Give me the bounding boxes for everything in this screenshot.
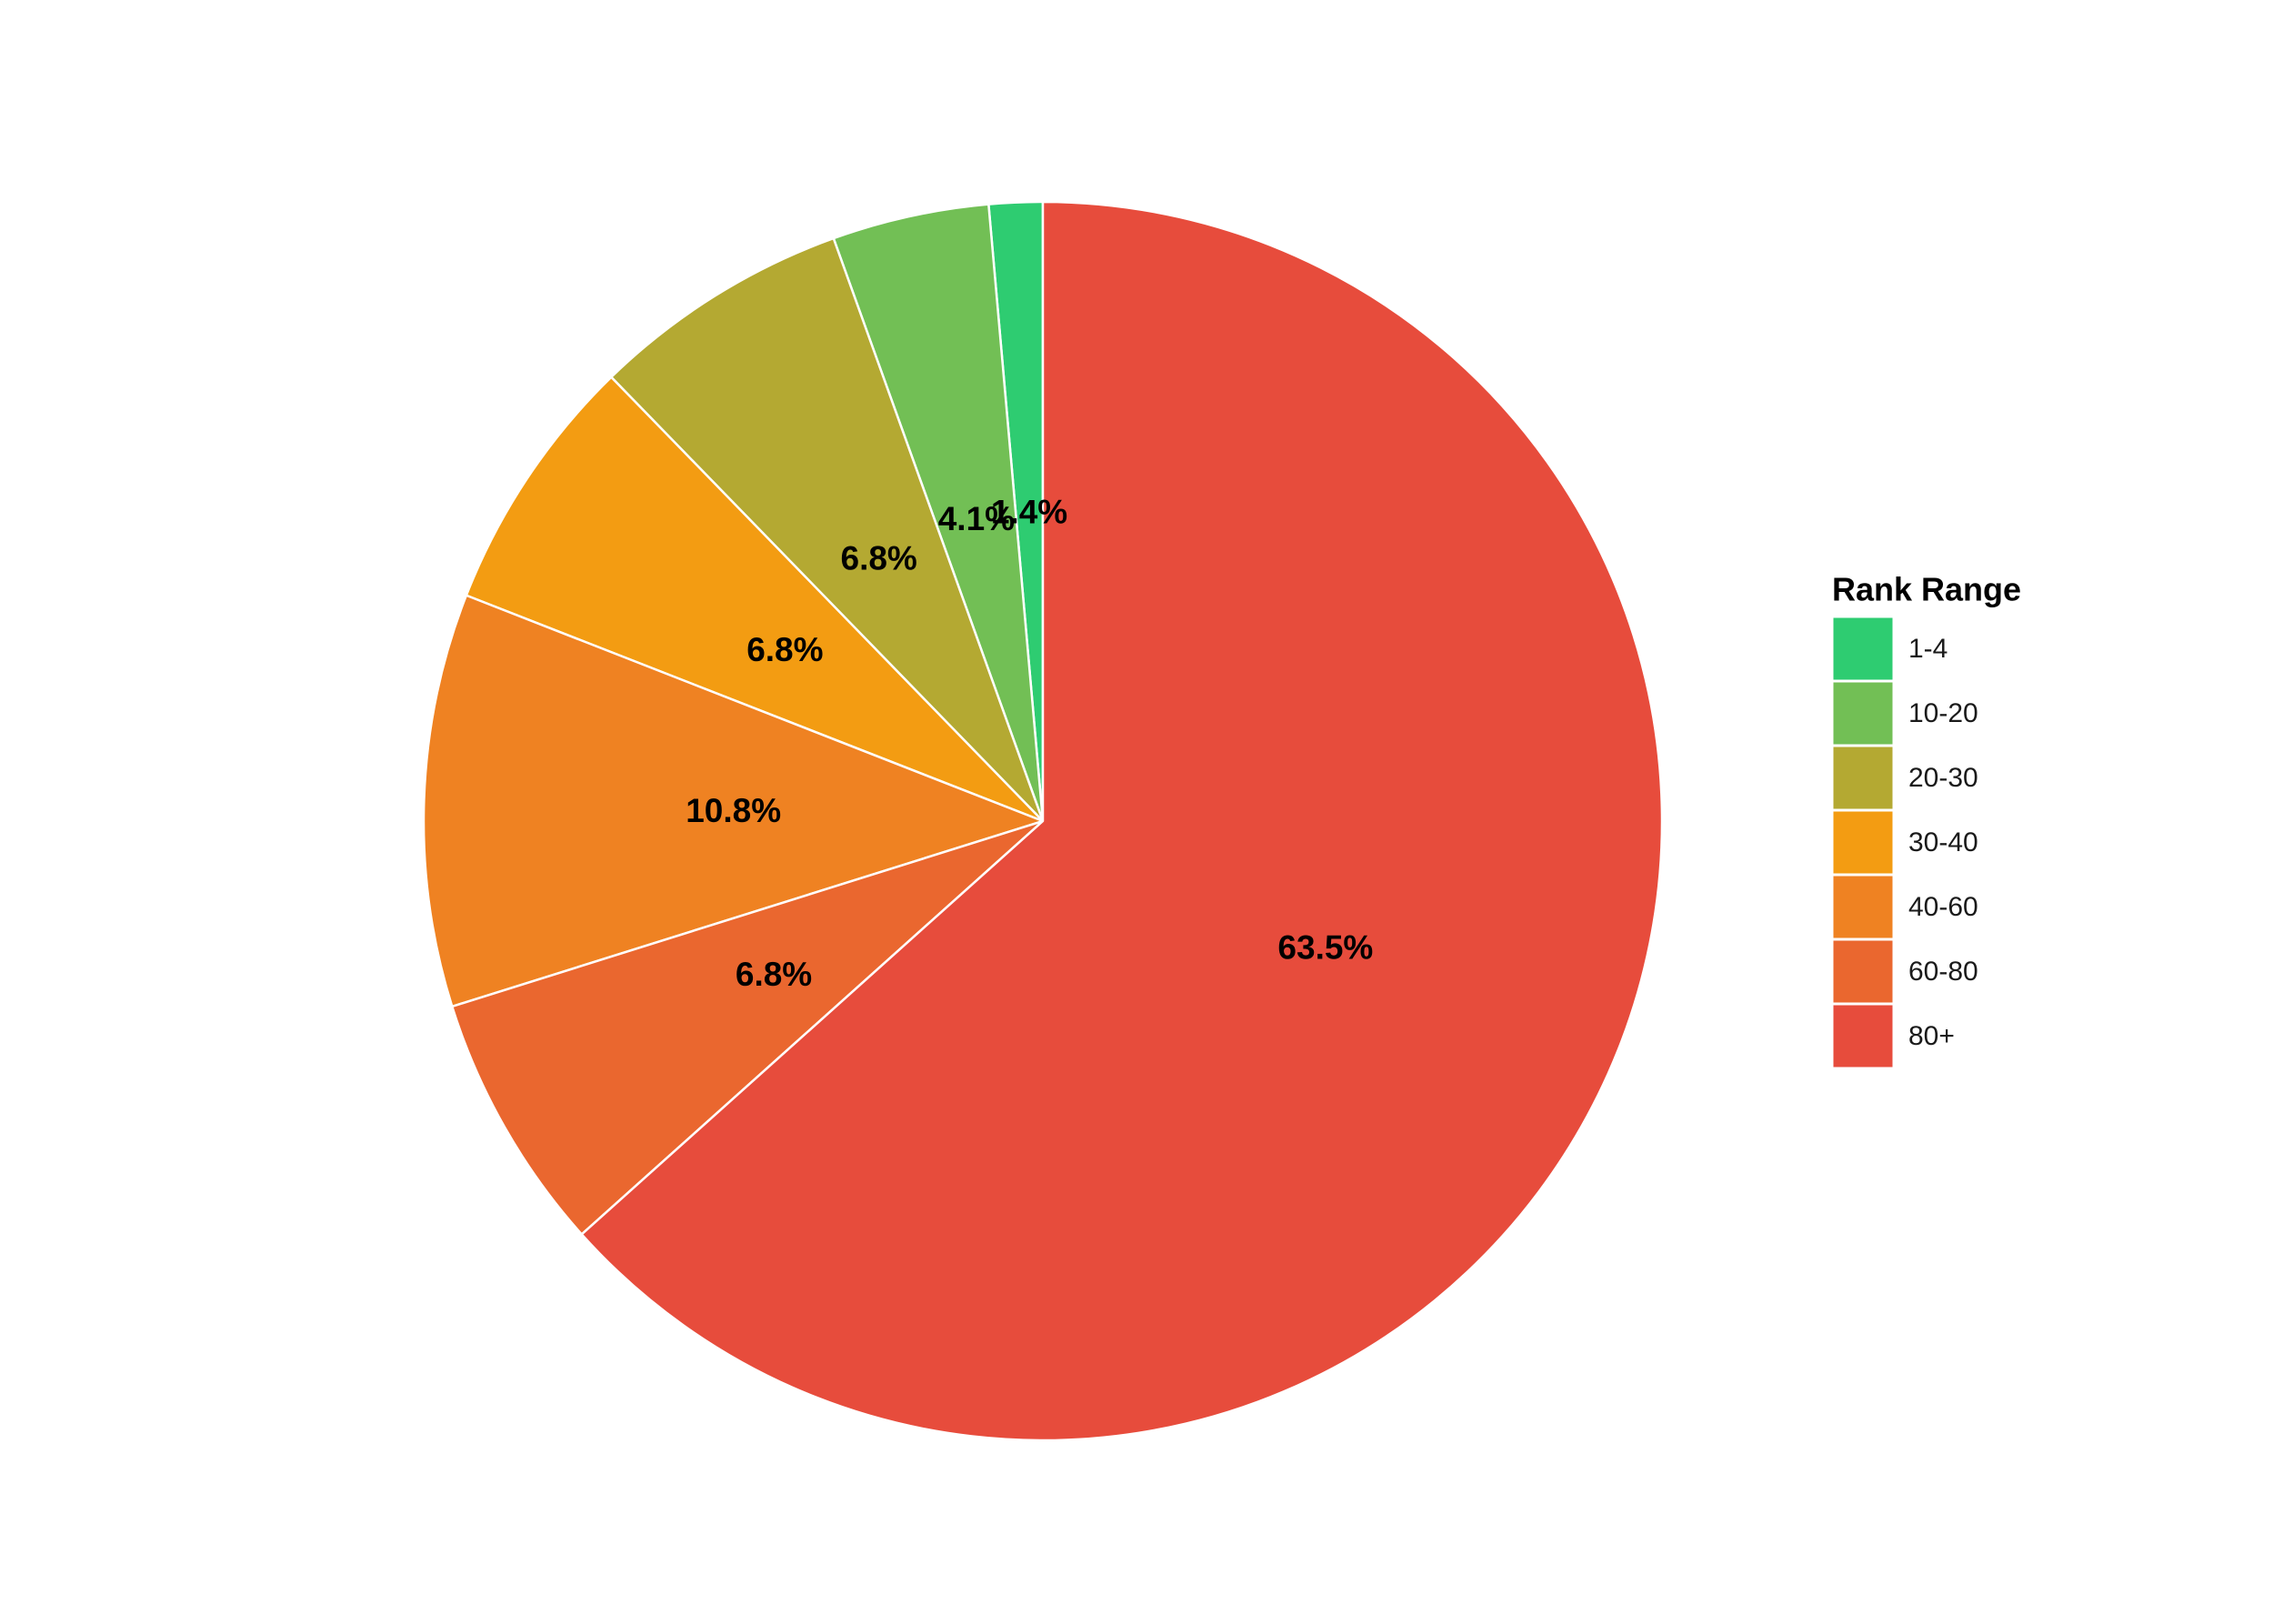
slice-label-10-20: 4.1% [938, 500, 1015, 537]
pie-slice-labels: 1.4%4.1% 6.8% 6.8% 10.8% 6.8% 63.5% [686, 493, 1373, 993]
slice-label-40-60: 10.8% [686, 792, 781, 829]
pie-slices [422, 200, 1664, 1442]
legend-label-20-30: 20-30 [1908, 763, 1978, 793]
legend-label-1-4: 1-4 [1908, 634, 1948, 664]
legend-swatch-1-4 [1830, 615, 1896, 683]
pie-slice-10-20 [832, 203, 1045, 823]
legend-label-10-20: 10-20 [1908, 698, 1978, 728]
legend-swatch-40-60 [1830, 873, 1896, 941]
legend-label-80+: 80+ [1908, 1021, 1955, 1051]
legend-title: Rank Range [1832, 571, 2021, 608]
pie-slice-20-30 [610, 236, 1045, 823]
legend: Rank Range 1-4 10-20 20-30 30-40 40-60 60-80 8… [1830, 571, 2021, 1070]
slice-label-60-80: 6.8% [736, 956, 812, 993]
pie-slice-60-80 [451, 819, 1045, 1236]
slice-label-1-4: 1.4% [991, 493, 1067, 530]
slice-label-20-30: 6.8% [841, 540, 917, 577]
legend-label-30-40: 30-40 [1908, 827, 1978, 857]
legend-swatch-10-20 [1830, 679, 1896, 747]
pie-slice-80+ [580, 200, 1664, 1442]
slice-label-30-40: 6.8% [746, 631, 823, 668]
legend-label-60-80: 60-80 [1908, 957, 1978, 987]
legend-label-40-60: 40-60 [1908, 892, 1978, 922]
legend-swatch-20-30 [1830, 744, 1896, 812]
legend-swatch-80+ [1830, 1002, 1896, 1070]
pie-slice-40-60 [422, 594, 1045, 1008]
legend-swatch-30-40 [1830, 808, 1896, 877]
pie-slice-30-40 [465, 376, 1045, 823]
legend-swatch-60-80 [1830, 937, 1896, 1006]
slice-label-80+: 63.5% [1277, 928, 1373, 966]
